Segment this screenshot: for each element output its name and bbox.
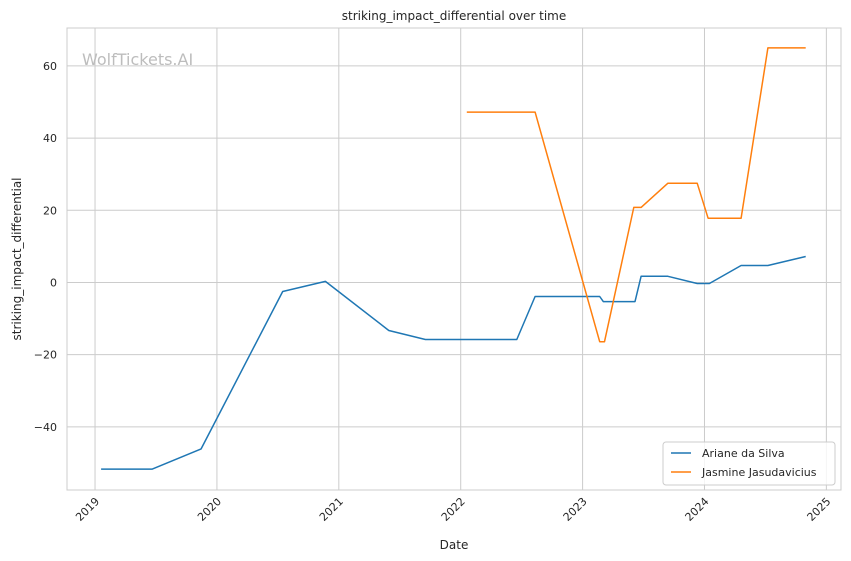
y-tick-label: −40 (34, 421, 57, 434)
x-tick-label: 2021 (317, 495, 346, 524)
y-tick-label: 20 (43, 204, 57, 217)
x-axis-label: Date (440, 538, 469, 552)
legend-label-jasmine: Jasmine Jasudavicius (701, 466, 817, 479)
y-tick-label: 60 (43, 60, 57, 73)
y-tick-label: 40 (43, 132, 57, 145)
plot-frame (66, 27, 842, 491)
x-tick-label: 2025 (805, 495, 834, 524)
legend-label-ariane: Ariane da Silva (702, 447, 785, 460)
x-tick-label: 2023 (561, 495, 590, 524)
x-tick-label: 2019 (73, 495, 102, 524)
x-tick-label: 2024 (683, 495, 712, 524)
y-tick-label: −20 (34, 349, 57, 362)
x-tick-label: 2022 (439, 495, 468, 524)
grid (67, 28, 841, 490)
watermark: WolfTickets.AI (82, 50, 193, 69)
series-line-0 (101, 255, 806, 470)
x-tick-label: 2020 (195, 495, 224, 524)
y-axis-label: striking_impact_differential (10, 177, 24, 340)
y-tick-label: 0 (50, 276, 57, 289)
chart-title: striking_impact_differential over time (342, 9, 567, 23)
legend: Ariane da Silva Jasmine Jasudavicius (662, 441, 836, 486)
series-line-1 (466, 47, 806, 343)
